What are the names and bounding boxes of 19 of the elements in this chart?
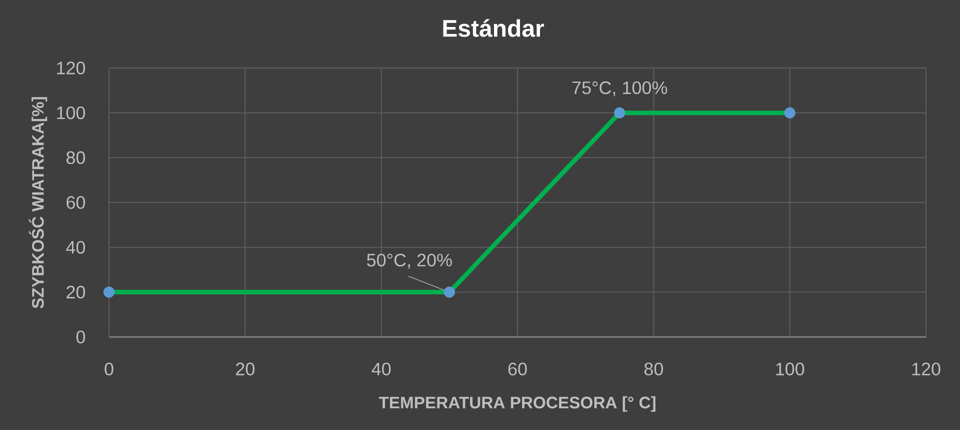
annotation: 50°C, 20% [367,254,452,269]
y-tick-label: 100 [57,106,86,120]
x-tick-label: 60 [508,362,527,376]
y-tick-label: 120 [57,62,86,74]
x-tick-label: 100 [776,362,804,376]
x-tick-label: 40 [372,362,391,376]
y-tick-label: 0 [76,330,86,344]
x-axis-title: TEMPERATURA PROCESORA [° C] [378,396,656,412]
x-tick-label: 80 [644,362,663,376]
chart-title: Estándar [443,19,544,37]
x-tick-label: 0 [104,362,114,376]
y-tick-label: 60 [66,196,86,209]
x-tick-label: 120 [912,362,940,376]
x-tick-label: 20 [236,362,254,376]
y-tick-label: 40 [66,240,86,254]
y-tick-label: 20 [66,286,86,299]
y-axis-title: SZYBKOŚĆ WIATRAKA[%] [28,97,48,308]
annotation: 75°C, 100% [572,81,668,96]
y-tick-label: 80 [66,151,86,164]
